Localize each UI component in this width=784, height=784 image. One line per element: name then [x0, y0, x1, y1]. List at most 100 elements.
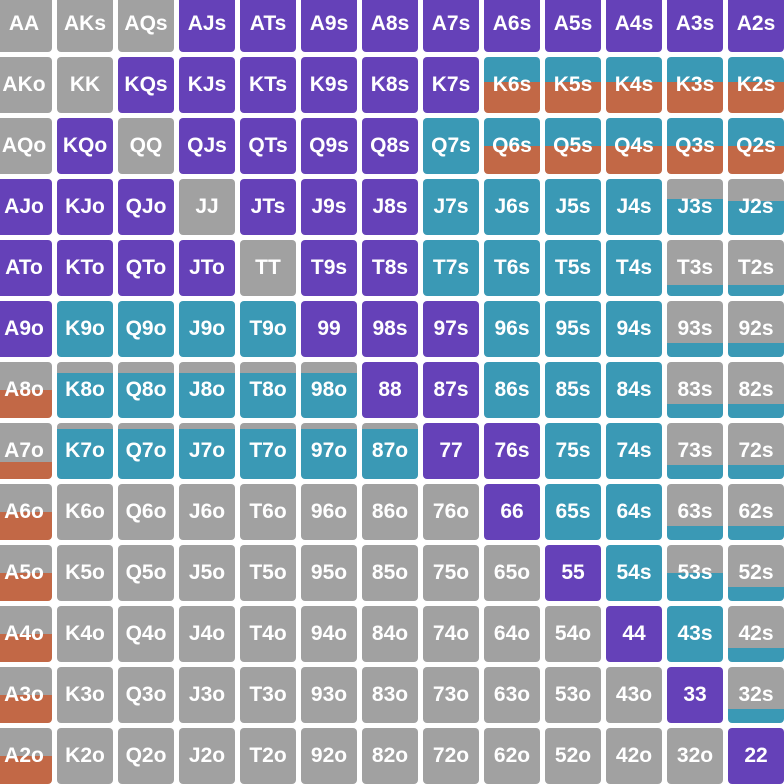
hand-cell[interactable]: 63s [667, 484, 723, 540]
hand-cell[interactable]: ATo [0, 240, 52, 296]
hand-cell[interactable]: J7o [179, 423, 235, 479]
hand-cell[interactable]: T7s [423, 240, 479, 296]
hand-cell[interactable]: K8o [57, 362, 113, 418]
hand-cell[interactable]: 53s [667, 545, 723, 601]
hand-cell[interactable]: 73o [423, 667, 479, 723]
hand-cell[interactable]: 76o [423, 484, 479, 540]
hand-cell[interactable]: T3s [667, 240, 723, 296]
hand-cell[interactable]: 33 [667, 667, 723, 723]
hand-cell[interactable]: 64s [606, 484, 662, 540]
hand-cell[interactable]: KQo [57, 118, 113, 174]
hand-cell[interactable]: 96o [301, 484, 357, 540]
hand-cell[interactable]: K3s [667, 57, 723, 113]
hand-cell[interactable]: AKo [0, 57, 52, 113]
hand-cell[interactable]: 92o [301, 728, 357, 784]
hand-cell[interactable]: K4o [57, 606, 113, 662]
hand-cell[interactable]: J4o [179, 606, 235, 662]
hand-cell[interactable]: 94s [606, 301, 662, 357]
hand-cell[interactable]: K3o [57, 667, 113, 723]
hand-cell[interactable]: T5s [545, 240, 601, 296]
hand-cell[interactable]: 75s [545, 423, 601, 479]
hand-cell[interactable]: Q7s [423, 118, 479, 174]
hand-cell[interactable]: 54s [606, 545, 662, 601]
hand-cell[interactable]: T9o [240, 301, 296, 357]
hand-cell[interactable]: T3o [240, 667, 296, 723]
hand-cell[interactable]: KQs [118, 57, 174, 113]
hand-cell[interactable]: J3o [179, 667, 235, 723]
hand-cell[interactable]: Q4s [606, 118, 662, 174]
hand-cell[interactable]: KJo [57, 179, 113, 235]
hand-cell[interactable]: K9s [301, 57, 357, 113]
hand-cell[interactable]: K2o [57, 728, 113, 784]
hand-cell[interactable]: Q9s [301, 118, 357, 174]
hand-cell[interactable]: A7o [0, 423, 52, 479]
hand-cell[interactable]: TT [240, 240, 296, 296]
hand-cell[interactable]: 93s [667, 301, 723, 357]
hand-cell[interactable]: 88 [362, 362, 418, 418]
hand-cell[interactable]: Q5o [118, 545, 174, 601]
hand-cell[interactable]: 74s [606, 423, 662, 479]
hand-cell[interactable]: 42o [606, 728, 662, 784]
hand-cell[interactable]: T6s [484, 240, 540, 296]
hand-cell[interactable]: T4o [240, 606, 296, 662]
hand-cell[interactable]: JJ [179, 179, 235, 235]
hand-cell[interactable]: Q2s [728, 118, 784, 174]
hand-cell[interactable]: QJs [179, 118, 235, 174]
hand-cell[interactable]: J6s [484, 179, 540, 235]
hand-cell[interactable]: A2s [728, 0, 784, 52]
hand-cell[interactable]: J8o [179, 362, 235, 418]
hand-cell[interactable]: 82o [362, 728, 418, 784]
hand-cell[interactable]: K6s [484, 57, 540, 113]
hand-cell[interactable]: 72s [728, 423, 784, 479]
hand-cell[interactable]: J2o [179, 728, 235, 784]
hand-cell[interactable]: 74o [423, 606, 479, 662]
hand-cell[interactable]: 62o [484, 728, 540, 784]
hand-cell[interactable]: T5o [240, 545, 296, 601]
hand-cell[interactable]: 96s [484, 301, 540, 357]
hand-cell[interactable]: J5o [179, 545, 235, 601]
hand-cell[interactable]: A2o [0, 728, 52, 784]
hand-cell[interactable]: KTs [240, 57, 296, 113]
hand-cell[interactable]: JTs [240, 179, 296, 235]
hand-cell[interactable]: QTs [240, 118, 296, 174]
hand-cell[interactable]: J4s [606, 179, 662, 235]
hand-cell[interactable]: Q6s [484, 118, 540, 174]
hand-cell[interactable]: K5o [57, 545, 113, 601]
hand-cell[interactable]: A9o [0, 301, 52, 357]
hand-cell[interactable]: 95o [301, 545, 357, 601]
hand-cell[interactable]: A5o [0, 545, 52, 601]
hand-cell[interactable]: AKs [57, 0, 113, 52]
hand-cell[interactable]: QJo [118, 179, 174, 235]
hand-cell[interactable]: J5s [545, 179, 601, 235]
hand-cell[interactable]: ATs [240, 0, 296, 52]
hand-cell[interactable]: K2s [728, 57, 784, 113]
hand-cell[interactable]: Q9o [118, 301, 174, 357]
hand-cell[interactable]: 86s [484, 362, 540, 418]
hand-cell[interactable]: 42s [728, 606, 784, 662]
hand-cell[interactable]: 66 [484, 484, 540, 540]
hand-cell[interactable]: K6o [57, 484, 113, 540]
hand-cell[interactable]: J9o [179, 301, 235, 357]
hand-cell[interactable]: T6o [240, 484, 296, 540]
hand-cell[interactable]: 86o [362, 484, 418, 540]
hand-cell[interactable]: QTo [118, 240, 174, 296]
hand-cell[interactable]: 64o [484, 606, 540, 662]
hand-cell[interactable]: 62s [728, 484, 784, 540]
hand-cell[interactable]: 83s [667, 362, 723, 418]
hand-cell[interactable]: QQ [118, 118, 174, 174]
hand-cell[interactable]: AJo [0, 179, 52, 235]
hand-cell[interactable]: Q6o [118, 484, 174, 540]
hand-cell[interactable]: 54o [545, 606, 601, 662]
hand-cell[interactable]: 95s [545, 301, 601, 357]
hand-cell[interactable]: 43s [667, 606, 723, 662]
hand-cell[interactable]: AQo [0, 118, 52, 174]
hand-cell[interactable]: 43o [606, 667, 662, 723]
hand-cell[interactable]: T7o [240, 423, 296, 479]
hand-cell[interactable]: A5s [545, 0, 601, 52]
hand-cell[interactable]: K9o [57, 301, 113, 357]
hand-cell[interactable]: 98o [301, 362, 357, 418]
hand-cell[interactable]: 73s [667, 423, 723, 479]
hand-cell[interactable]: Q8s [362, 118, 418, 174]
hand-cell[interactable]: J7s [423, 179, 479, 235]
hand-cell[interactable]: 77 [423, 423, 479, 479]
